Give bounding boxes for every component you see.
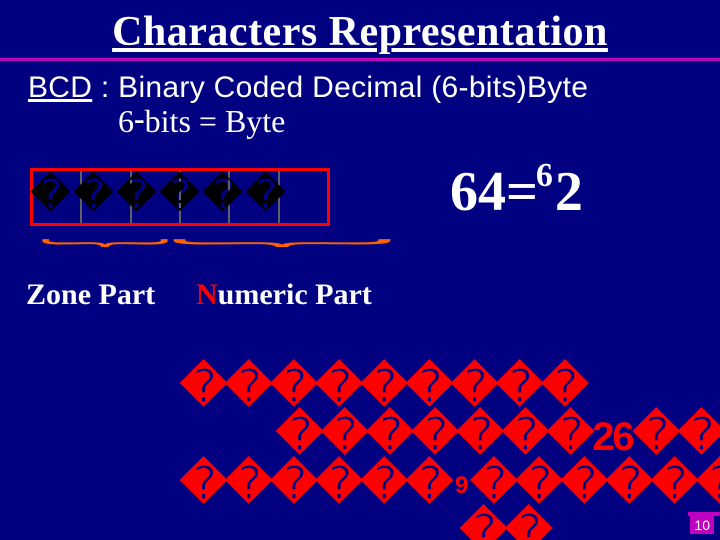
bcd-abbrev: BCD xyxy=(28,71,92,104)
glyph-row-3: ������9������ xyxy=(180,459,720,507)
brace-numeric-icon: ︸ xyxy=(168,247,396,262)
numeric-part-label: Numeric Part xyxy=(196,278,372,312)
definition-line: BCD : Binary Coded Decimal (6-bits)Byte xyxy=(0,61,720,105)
glyph-row-3-pre: ������ xyxy=(180,457,451,509)
slide: Characters Representation BCD : Binary C… xyxy=(0,0,720,540)
bottom-glyph-block: ��������� �������26���10 ������9������ �… xyxy=(180,362,720,540)
eq-post: 2 xyxy=(555,161,583,223)
eq-pre: 64= xyxy=(450,161,538,223)
byte-equation-text: 6-bits = Byte xyxy=(0,103,720,140)
glyph-row-3-post: ������ xyxy=(470,457,720,509)
small-9: 9 xyxy=(451,472,470,499)
power-equation: 64=62 xyxy=(450,160,583,224)
page-title: Characters Representation xyxy=(0,0,720,56)
byte-eq-pre: 6 xyxy=(118,103,134,139)
brace-zone-icon: ︸ xyxy=(39,247,171,262)
byte-eq-dash: - xyxy=(134,100,145,136)
num-26: 26 xyxy=(592,415,633,459)
numeric-first-letter: N xyxy=(196,278,218,311)
glyph-row-1: ��������� xyxy=(180,362,720,410)
bcd-suffix: (6-bits)Byte xyxy=(423,71,589,104)
glyph-row-2-g: ������� xyxy=(276,408,592,460)
byte-glyphs: ������ xyxy=(30,172,288,218)
slide-number: 10 xyxy=(690,516,714,534)
byte-eq-post: bits = Byte xyxy=(145,103,286,139)
bcd-expansion: Binary Coded Decimal xyxy=(118,71,422,104)
eq-sup: 6 xyxy=(536,157,553,194)
glyph-row-2-spacer: ��� xyxy=(633,408,720,460)
zone-part-label: Zone Part xyxy=(26,278,155,312)
numeric-rest: umeric Part xyxy=(218,278,372,311)
glyph-row-2: �������26���10 xyxy=(180,410,720,458)
glyph-row-4: �� xyxy=(180,507,720,540)
bcd-sep: : xyxy=(92,71,118,104)
